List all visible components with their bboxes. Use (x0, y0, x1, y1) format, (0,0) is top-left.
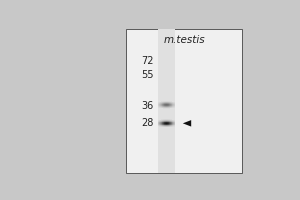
Text: 72: 72 (141, 56, 154, 66)
Text: 36: 36 (142, 101, 154, 111)
Text: 28: 28 (141, 118, 154, 128)
Bar (126, 29, 242, 173)
Text: 55: 55 (141, 70, 154, 80)
Bar (158, 29, 175, 173)
Text: m.testis: m.testis (163, 35, 205, 45)
Polygon shape (183, 120, 191, 127)
